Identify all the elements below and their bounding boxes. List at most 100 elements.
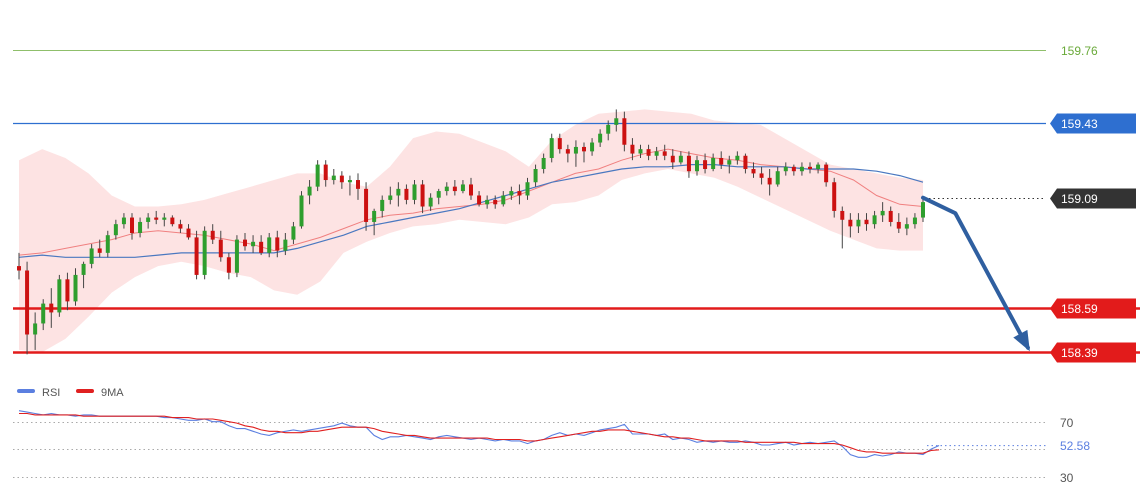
candle-body (323, 164, 328, 181)
candle (630, 138, 635, 161)
candle-body (582, 146, 586, 152)
candle (299, 191, 304, 229)
candle-body (243, 239, 247, 247)
candle-body (186, 228, 191, 238)
candle (832, 177, 837, 218)
forecast-arrow (921, 195, 1030, 352)
candle (234, 235, 239, 278)
candle-body (259, 241, 264, 253)
candle (791, 164, 796, 176)
legend-rsi-swatch (17, 389, 35, 393)
candle-body (759, 173, 764, 178)
candle-body (146, 217, 151, 222)
candle-body (372, 210, 377, 222)
level-158-59-badge: 158.59 (1050, 298, 1136, 319)
candle-body (73, 274, 78, 302)
level-158-39-label: 158.39 (1061, 346, 1098, 360)
candle (509, 186, 514, 200)
candle (670, 149, 675, 170)
candle-body (113, 224, 118, 236)
candle (347, 175, 352, 196)
candle-body (888, 210, 893, 222)
candle-body (364, 188, 369, 222)
candle (912, 213, 917, 229)
candle-body (412, 184, 417, 200)
level-158-59-badge-bg (1050, 298, 1136, 319)
candle-body (872, 215, 877, 225)
candle (396, 182, 401, 207)
bollinger-band (18, 109, 924, 353)
candle (380, 195, 385, 218)
candle (218, 230, 223, 262)
candle (477, 191, 482, 207)
candle (243, 232, 247, 251)
candle-body (880, 210, 885, 216)
candle-body (727, 160, 732, 165)
candle-body (533, 169, 538, 183)
candle (824, 162, 829, 187)
level-159-43-badge: 159.43 (1050, 113, 1136, 134)
candle-body (921, 202, 925, 218)
candle (582, 142, 586, 163)
candle-body (25, 270, 30, 335)
candle-body (404, 188, 409, 200)
candle-body (735, 155, 740, 161)
candle-body (105, 235, 110, 253)
candle-body (291, 226, 296, 240)
candle-body (517, 191, 522, 196)
candle (267, 232, 272, 258)
candle-body (138, 221, 143, 233)
candle (154, 210, 159, 225)
candle (848, 213, 853, 238)
candle (388, 186, 393, 205)
candle (364, 182, 369, 231)
candle (719, 151, 724, 170)
candle-body (695, 160, 699, 172)
candle (501, 191, 506, 207)
candle (727, 155, 732, 174)
candle-body (598, 133, 603, 143)
candle-body (202, 230, 207, 275)
level-159-76-label: 159.76 (1061, 44, 1098, 58)
candle (888, 206, 893, 227)
candle (662, 144, 667, 161)
candle (775, 166, 780, 187)
rsi-series-rsi-line (18, 410, 940, 458)
candle-body (57, 279, 62, 313)
candle-body (130, 217, 134, 233)
level-159-43-label: 159.43 (1061, 117, 1098, 131)
candle (646, 144, 651, 161)
candle-body (460, 184, 465, 192)
candle-body (267, 237, 272, 253)
candle (25, 261, 30, 355)
candle (226, 252, 231, 280)
candle-body (170, 217, 175, 225)
candle-body (283, 239, 288, 251)
candle (41, 299, 46, 331)
candle-body (49, 303, 54, 313)
candle (767, 169, 772, 196)
candle (695, 155, 699, 176)
candle (493, 195, 498, 209)
candle-body (565, 149, 570, 154)
candle-body (864, 219, 869, 225)
candle-body (606, 124, 611, 134)
candle-body (654, 151, 659, 156)
candle-body (573, 146, 578, 154)
candle (840, 206, 845, 249)
candle-body (791, 166, 796, 172)
candle (331, 169, 336, 185)
rsi-level-30-label: 30 (1060, 471, 1074, 485)
candle-body (509, 191, 514, 196)
candle (113, 219, 118, 240)
candle-body (840, 210, 845, 220)
candle (469, 177, 473, 200)
candle-body (380, 199, 385, 211)
candle (138, 217, 143, 238)
candle (783, 162, 788, 176)
candle-body (218, 239, 223, 258)
candle (816, 162, 821, 174)
candle (525, 177, 530, 200)
